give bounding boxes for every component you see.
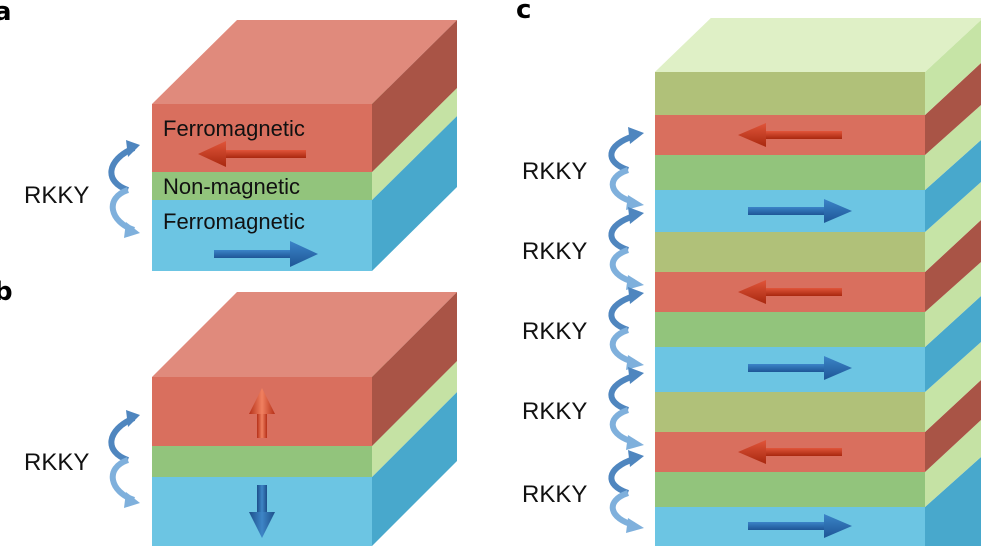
- panel-a-middle-layer-label: Non-magnetic: [163, 174, 300, 199]
- panel-b: b RK: [0, 277, 457, 546]
- panel-c-rkky-label-3: RKKY: [522, 318, 587, 345]
- panel-a-label: a: [0, 0, 12, 27]
- panel-c-rkky-label-2: RKKY: [522, 238, 587, 265]
- panel-b-label: b: [0, 277, 13, 307]
- panel-c-rkky-coupling-arrows-1: [611, 127, 644, 210]
- panel-c-rkky-label-1: RKKY: [522, 158, 587, 185]
- panel-c-rkky-coupling-arrows-4: [611, 367, 644, 450]
- panel-c-top-face: [655, 18, 981, 72]
- panel-b-rkky-label: RKKY: [24, 449, 89, 476]
- panel-c-rkky-coupling-arrows-2: [611, 207, 644, 290]
- panel-b-rkky-coupling-arrows: [111, 410, 140, 508]
- panel-c-rkky-label-5: RKKY: [522, 481, 587, 508]
- panel-a-rkky-label: RKKY: [24, 182, 89, 209]
- panel-c: c: [516, 0, 981, 546]
- panel-c-label: c: [516, 0, 531, 25]
- panel-c-rkky-label-4: RKKY: [522, 398, 587, 425]
- panel-c-rkky-coupling-arrows-5: [611, 450, 644, 533]
- panel-c-rkky-coupling-arrows-3: [611, 287, 644, 370]
- panel-a-rkky-coupling-arrows: [111, 140, 140, 238]
- panel-a-bottom-layer-label: Ferromagnetic: [163, 209, 305, 234]
- panel-a-top-layer-label: Ferromagnetic: [163, 116, 305, 141]
- panel-a: a Ferromagnetic Non-magnetic Ferromagnet…: [0, 0, 457, 271]
